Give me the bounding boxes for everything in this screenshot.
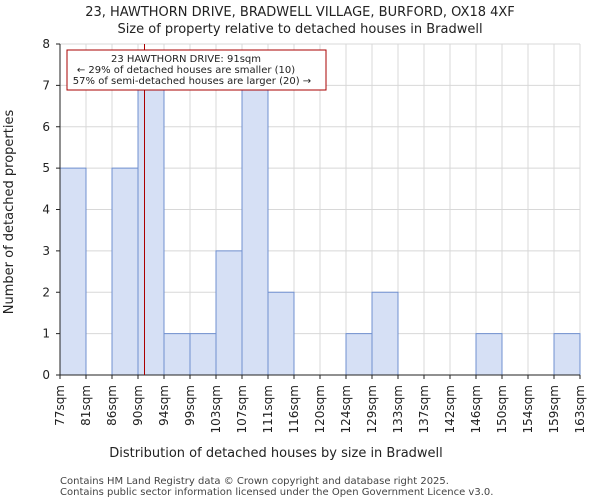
x-tick-label: 111sqm [261,385,275,433]
x-axis-label: Distribution of detached houses by size … [109,446,443,461]
x-tick-label: 77sqm [53,385,67,426]
annotation-line-2: ← 29% of detached houses are smaller (10… [77,65,295,76]
x-tick-label: 120sqm [313,385,327,433]
histogram-bar [163,333,191,376]
y-tick-label: 6 [42,120,50,134]
footer-line-1: Contains HM Land Registry data © Crown c… [60,476,449,487]
x-tick-label: 99sqm [183,385,197,426]
annotation-line-1: 23 HAWTHORN DRIVE: 91sqm [111,54,261,65]
histogram-bar [215,250,243,376]
x-tick-label: 103sqm [209,385,223,433]
histogram-bar [267,291,295,376]
x-tick-label: 154sqm [521,385,535,433]
chart-title: 23, HAWTHORN DRIVE, BRADWELL VILLAGE, BU… [85,5,515,20]
histogram-bar [371,291,399,376]
y-tick-label: 4 [42,203,50,217]
histogram-bar [111,167,139,376]
x-tick-label: 86sqm [105,385,119,426]
y-tick-label: 1 [42,327,50,341]
histogram-bar [345,333,373,376]
y-tick-label: 5 [42,161,50,175]
histogram-bar [189,333,217,376]
x-tick-label: 146sqm [469,385,483,433]
axes [56,43,581,379]
annotation-box: 23 HAWTHORN DRIVE: 91sqm ← 29% of detach… [66,49,327,91]
x-tick-label: 137sqm [417,385,431,433]
histogram-bar [553,333,581,376]
x-tick-label: 133sqm [391,385,405,433]
x-tick-label: 94sqm [157,385,171,426]
y-axis-label: Number of detached properties [2,110,17,315]
y-tick-label: 0 [42,368,50,382]
histogram-bar [59,167,87,376]
x-tick-label: 116sqm [287,385,301,433]
x-tick-label: 163sqm [573,385,587,433]
histogram-bar [475,333,503,376]
y-tick-label: 8 [42,37,50,51]
x-tick-labels: 77sqm 81sqm 86sqm 90sqm 94sqm 99sqm 103sqm 107s… [53,385,587,433]
x-tick-label: 159sqm [547,385,561,433]
footer-line-2: Contains public sector information licen… [60,487,493,498]
x-tick-label: 129sqm [365,385,379,433]
x-tick-label: 150sqm [495,385,509,433]
chart-subtitle: Size of property relative to detached ho… [117,22,482,37]
histogram-bar [137,84,165,376]
histogram-bar [241,84,269,376]
y-tick-label: 2 [42,285,50,299]
annotation-border [66,49,327,91]
x-tick-label: 124sqm [339,385,353,433]
x-tick-label: 81sqm [79,385,93,426]
y-tick-label: 7 [42,78,50,92]
y-tick-labels: 0 1 2 3 4 5 6 7 8 [42,37,50,382]
annotation-line-3: 57% of semi-detached houses are larger (… [73,76,311,87]
x-tick-label: 107sqm [235,385,249,433]
x-tick-label: 142sqm [443,385,457,433]
x-tick-label: 90sqm [131,385,145,426]
y-tick-label: 3 [42,244,50,258]
